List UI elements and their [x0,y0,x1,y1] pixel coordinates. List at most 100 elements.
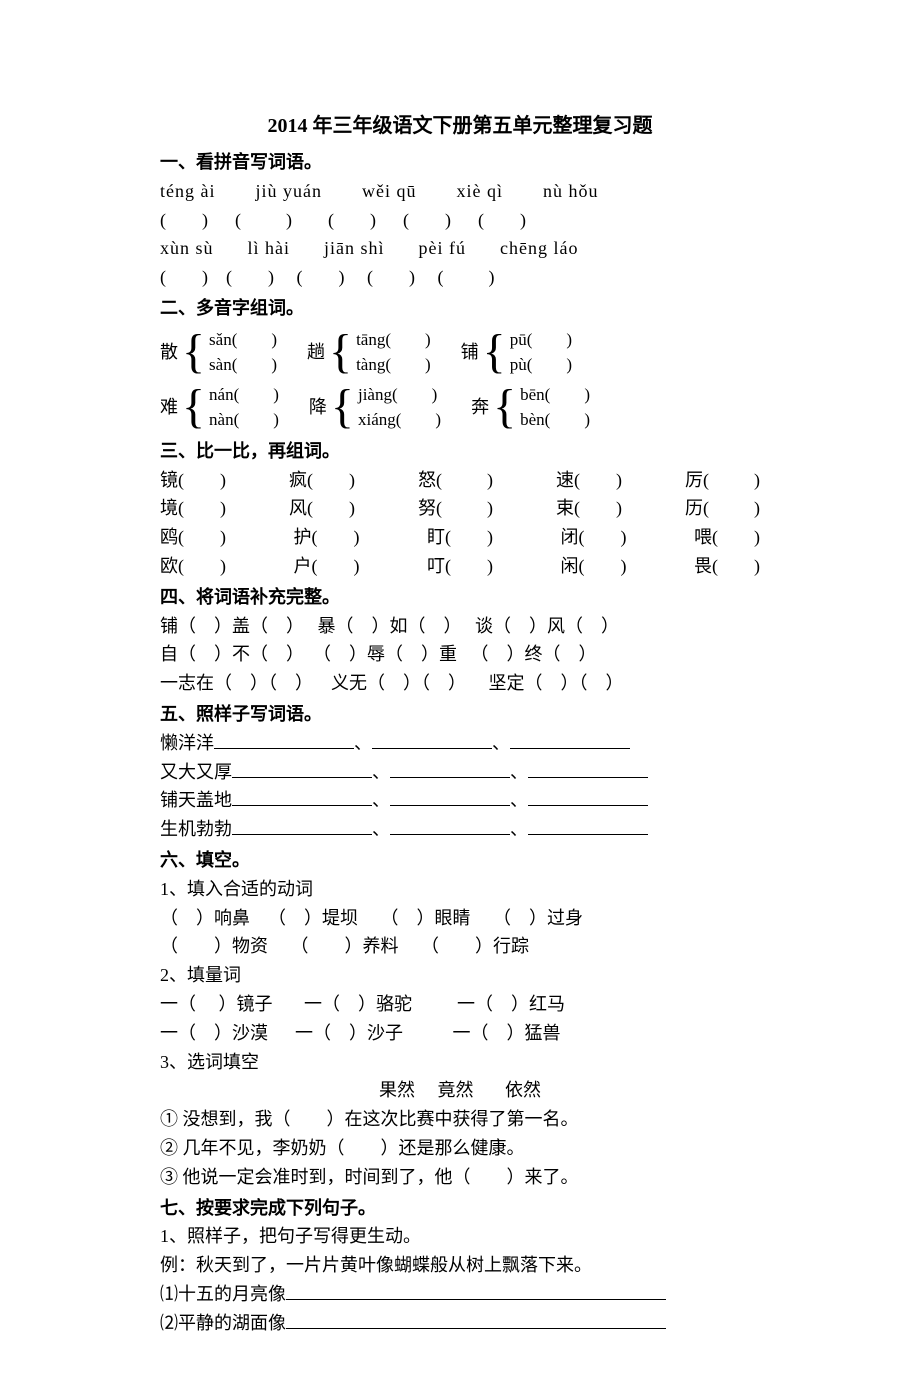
cell: 束( ) [556,494,622,523]
s6-p2-l2: 一（ ）沙漠 一（ ）沙子 一（ ）猛兽 [160,1019,760,1048]
blank-line [232,787,372,806]
section-4-head: 四、将词语补充完整。 [160,583,760,612]
blank-line [528,759,648,778]
s7-p1: 1、照样子，把句子写得更生动。 [160,1222,760,1251]
blank-line [286,1310,666,1329]
poly-char: 降 [309,393,327,422]
example-word: 懒洋洋 [160,733,214,753]
reading: nán( ) [209,382,279,408]
cell: 厉( ) [685,466,760,495]
s6-p1-l2: （ ）物资 （ ）养料 （ ）行踪 [160,932,760,961]
poly-char: 散 [160,338,178,367]
pinyin: nù hǒu [543,177,599,206]
s4-line: 一志在（ ）（ ） 义无（ ）（ ） 坚定（ ）（ ） [160,669,760,698]
example-word: 铺天盖地 [160,790,232,810]
s1-pinyin-row2: xùn sù lì hài jiān shì pèi fú chēng láo [160,234,760,263]
section-5-head: 五、照样子写词语。 [160,700,760,729]
poly-readings: jiàng( ) xiáng( ) [358,382,441,433]
prompt: ⑵平静的湖面像 [160,1313,286,1333]
s7-example: 例：秋天到了，一片片黄叶像蝴蝶般从树上飘落下来。 [160,1251,760,1280]
poly-readings: tāng( ) tàng( ) [356,327,431,378]
poly-readings: nán( ) nàn( ) [209,382,279,433]
poly-char: 铺 [461,338,479,367]
pinyin: lì hài [248,234,291,263]
blank-line [372,730,492,749]
s5-item: 铺天盖地、、 [160,786,760,815]
reading: bēn( ) [520,382,590,408]
pinyin: xiè qì [456,177,503,206]
cell: 护( ) [294,523,360,552]
blank: ( ) [310,206,376,235]
cell: 境( ) [160,494,226,523]
poly-item: 难 { nán( ) nàn( ) [160,382,279,433]
reading: sàn( ) [209,352,277,378]
blank: ( ) [469,206,526,235]
blank: ( ) [160,206,208,235]
cell: 闭( ) [561,523,627,552]
reading: bèn( ) [520,407,590,433]
s3-row: 境( ) 风( ) 努( ) 束( ) 历( ) [160,494,760,523]
s6-p2-title: 2、填量词 [160,961,760,990]
s6-p3-b: ② 几年不见，李奶奶（ ）还是那么健康。 [160,1134,760,1163]
s5-item: 懒洋洋、、 [160,729,760,758]
reading: tàng( ) [356,352,431,378]
s6-p3-a: ① 没想到，我（ ）在这次比赛中获得了第一名。 [160,1105,760,1134]
poly-item: 奔 { bēn( ) bèn( ) [471,382,590,433]
cell: 努( ) [418,494,493,523]
pinyin: pèi fú [419,234,466,263]
poly-char: 趟 [307,338,325,367]
cell: 闲( ) [561,552,627,581]
cell: 鸥( ) [160,523,226,552]
page-title: 2014 年三年级语文下册第五单元整理复习题 [160,110,760,142]
poly-item: 趟 { tāng( ) tàng( ) [307,327,431,378]
reading: nàn( ) [209,407,279,433]
brace-icon: { [493,383,516,431]
reading: tāng( ) [356,327,431,353]
cell: 疯( ) [289,466,355,495]
section-6-head: 六、填空。 [160,846,760,875]
example-word: 生机勃勃 [160,819,232,839]
poly-char: 奔 [471,393,489,422]
s6-p3-title: 3、选词填空 [160,1048,760,1077]
blank-line [390,816,510,835]
pinyin: wěi qū [362,177,417,206]
brace-icon: { [329,328,352,376]
blank-line [214,730,354,749]
brace-icon: { [331,383,354,431]
brace-icon: { [182,383,205,431]
reading: jiàng( ) [358,382,441,408]
pinyin: jiù yuán [255,177,322,206]
cell: 盯( ) [427,523,493,552]
blank-line [390,759,510,778]
cell: 怒( ) [418,466,493,495]
cell: 畏( ) [694,552,760,581]
cell: 镜( ) [160,466,226,495]
s6-p3-words: 果然 竟然 依然 [160,1076,760,1105]
poly-item: 铺 { pū( ) pù( ) [461,327,572,378]
cell: 欧( ) [160,552,226,581]
s1-blank-row2: ( ) ( ) ( ) ( ) ( ) [160,263,760,292]
pinyin: xùn sù [160,234,214,263]
s4-line: 自（ ）不（ ） （ ）辱（ ）重 （ ）终（ ） [160,640,760,669]
blank: ( ) [226,206,292,235]
poly-char: 难 [160,393,178,422]
cell: 叮( ) [427,552,493,581]
s6-p2-l1: 一（ ）镜子 一（ ）骆驼 一（ ）红马 [160,990,760,1019]
s6-p1-l1: （ ）响鼻 （ ）堤坝 （ ）眼睛 （ ）过身 [160,904,760,933]
cell: 户( ) [294,552,360,581]
pinyin: chēng láo [500,234,578,263]
s6-p3-c: ③ 他说一定会准时到，时间到了，他（ ）来了。 [160,1163,760,1192]
blank-line [528,816,648,835]
section-2-head: 二、多音字组词。 [160,294,760,323]
poly-readings: pū( ) pù( ) [510,327,572,378]
blank-line [390,787,510,806]
blank-line [232,816,372,835]
s7-a: ⑴十五的月亮像 [160,1280,760,1309]
section-7-head: 七、按要求完成下列句子。 [160,1194,760,1223]
blank: ( ) [292,263,345,292]
s4-line: 铺（ ）盖（ ） 暴（ ）如（ ） 谈（ ）风（ ） [160,612,760,641]
blank-line [510,730,630,749]
cell: 风( ) [289,494,355,523]
blank: ( ) [160,263,208,292]
s2-row2: 难 { nán( ) nàn( ) 降 { jiàng( ) xiáng( ) … [160,382,760,433]
